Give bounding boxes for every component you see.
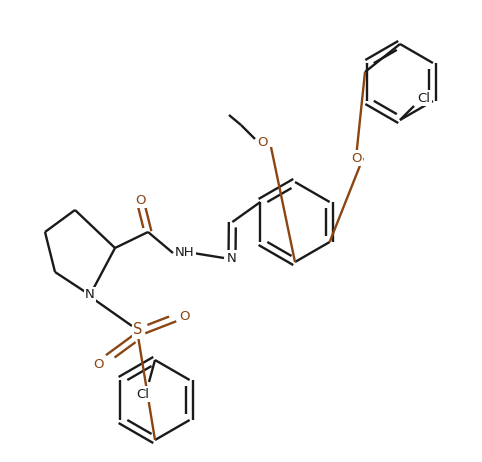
Text: N: N <box>85 288 95 302</box>
Text: O: O <box>93 358 103 371</box>
Text: O: O <box>135 194 145 207</box>
Text: O: O <box>351 152 361 164</box>
Text: NH: NH <box>175 247 195 260</box>
Text: Cl: Cl <box>417 91 430 104</box>
Text: S: S <box>134 322 143 338</box>
Text: Cl: Cl <box>136 388 149 401</box>
Text: N: N <box>227 251 237 265</box>
Text: O: O <box>180 310 190 322</box>
Text: O: O <box>258 136 268 150</box>
